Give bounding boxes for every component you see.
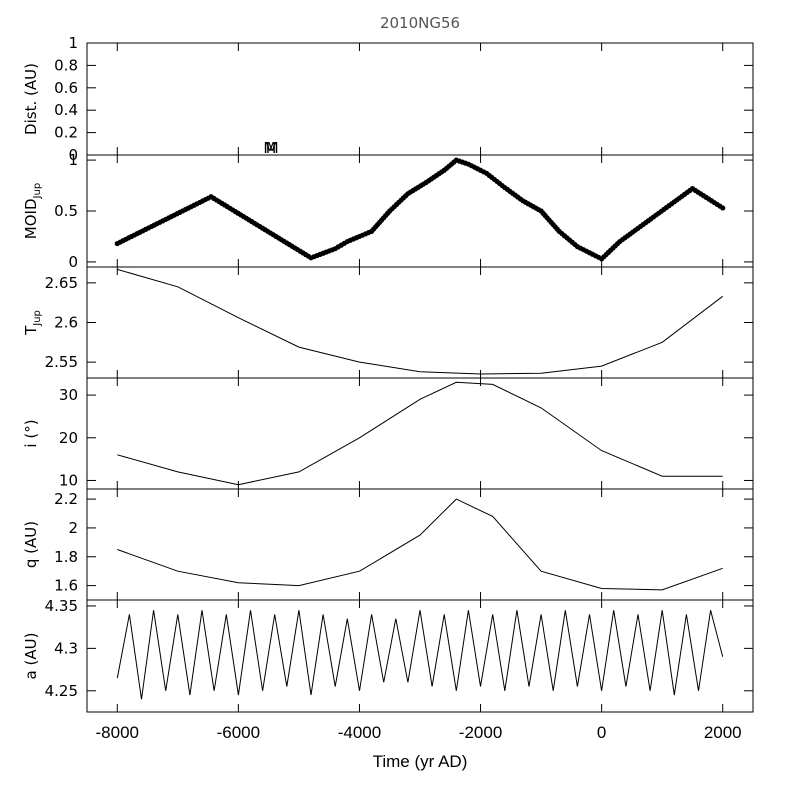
- close-approach-marker: M: [266, 139, 279, 157]
- x-axis: -8000 -6000 -4000 -2000 0 2000: [96, 723, 742, 742]
- x-tick-label: 2000: [704, 723, 742, 742]
- y-tick-label: 1.6: [54, 577, 78, 595]
- y-tick-label: 4.35: [45, 597, 78, 615]
- series-line-a: [116, 610, 724, 700]
- y-tick-label: 0.4: [54, 101, 78, 119]
- x-tick-label: -2000: [459, 723, 502, 742]
- y-tick-label: 0: [68, 253, 78, 271]
- y-tick-label: 0: [68, 146, 78, 164]
- y-tick-label: 2.65: [45, 274, 78, 292]
- moid-point: [720, 205, 726, 211]
- chart-title: 2010NG56: [380, 14, 460, 32]
- x-tick-label: -8000: [96, 723, 139, 742]
- y-tick-label: 2.2: [54, 490, 78, 508]
- y-tick-label: 1: [68, 34, 78, 52]
- y-tick-label: 0.6: [54, 79, 78, 97]
- y-axis-label-subscript: Jup: [32, 183, 43, 200]
- panel-frame: [86, 266, 754, 379]
- panel-frame: [86, 488, 754, 601]
- y-tick-label: 0.2: [54, 124, 78, 142]
- panel-inc: 10 20 30 i (°): [22, 377, 754, 490]
- y-tick-label: 1: [68, 151, 78, 169]
- y-tick-label: 2.55: [45, 353, 78, 371]
- series-line-q: [117, 498, 723, 591]
- y-tick-label: 2: [68, 519, 78, 537]
- y-axis-label: TJup: [22, 310, 43, 336]
- y-tick-label: 30: [59, 386, 78, 404]
- series-line-inc: [117, 381, 723, 486]
- panel-a: 4.25 4.3 4.35 a (AU): [22, 597, 754, 713]
- y-axis-label: Dist. (AU): [22, 63, 40, 135]
- y-axis-label: q (AU): [22, 521, 40, 568]
- panel-moid: 0 0.5 1 MOIDJup: [22, 151, 754, 271]
- y-tick-label: 2.6: [54, 314, 78, 332]
- series-line-tjup: [117, 268, 724, 375]
- panel-frame: [86, 42, 754, 156]
- y-axis-label: i (°): [22, 419, 40, 447]
- x-tick-label: -6000: [217, 723, 260, 742]
- y-tick-label: 4.3: [54, 639, 78, 657]
- y-tick-label: 0.5: [54, 202, 78, 220]
- close-approach-marker: M: [263, 139, 276, 157]
- x-tick-label: 0: [597, 723, 606, 742]
- y-tick-label: 10: [59, 471, 78, 489]
- y-tick-label: 4.25: [45, 682, 78, 700]
- panel-frame: [86, 599, 754, 713]
- y-tick-label: 1.8: [54, 548, 78, 566]
- y-axis-label: MOIDJup: [22, 183, 43, 239]
- y-axis-label: a (AU): [22, 633, 40, 680]
- y-tick-label: 0.8: [54, 56, 78, 74]
- x-tick-label: -4000: [338, 723, 381, 742]
- x-axis-label: Time (yr AD): [373, 752, 468, 771]
- y-axis-label-subscript: Jup: [32, 310, 43, 327]
- panel-q: 1.6 1.8 2 2.2 q (AU): [22, 488, 754, 601]
- y-tick-label: 20: [59, 429, 78, 447]
